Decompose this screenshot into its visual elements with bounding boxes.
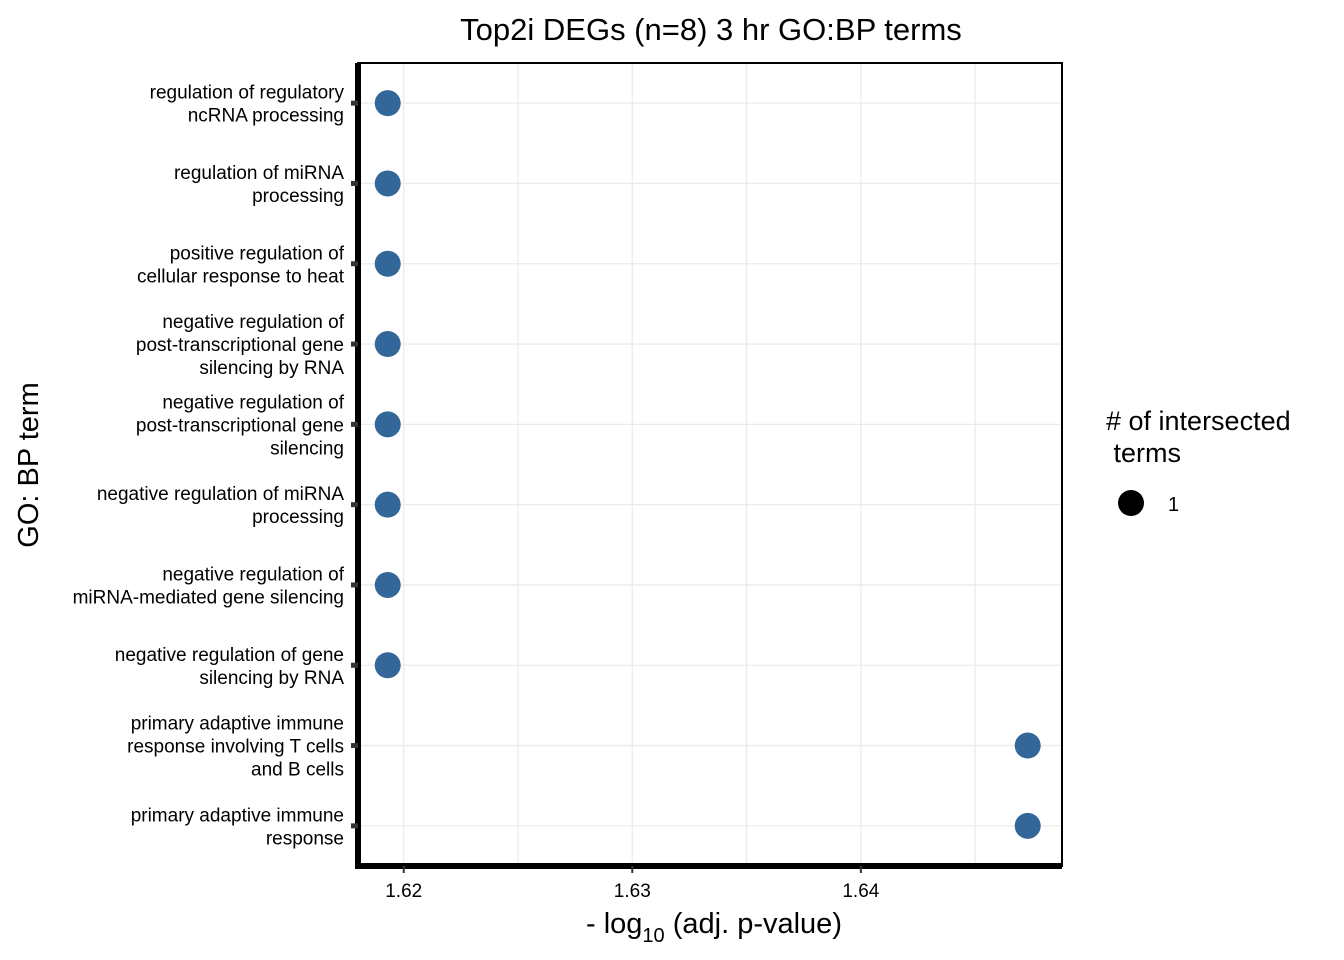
y-tick-label: post-transcriptional gene [136,415,344,436]
y-tick-label: negative regulation of [162,312,344,333]
legend-title: # of intersected terms [1106,406,1298,468]
y-tick-label: processing [252,186,344,207]
y-tick-label: primary adaptive immune [131,805,344,826]
x-tick-label: 1.63 [614,881,651,902]
x-tick-label: 1.64 [842,881,879,902]
grid-lines [358,63,1062,866]
x-axis-title: - log10 (adj. p-value) [586,908,842,947]
data-point [374,571,401,598]
y-tick-label: silencing by RNA [199,668,344,689]
y-tick-label: post-transcriptional gene [136,335,344,356]
legend-title-line: terms [1106,438,1181,468]
data-point [374,250,401,277]
x-axis-title-subscript: 10 [642,925,664,947]
legend-key-label: 1 [1168,494,1179,516]
y-tick-label: negative regulation of [162,564,344,585]
x-tick-label: 1.62 [385,881,422,902]
data-point [374,90,401,117]
y-tick-label: cellular response to heat [137,266,345,287]
legend-title-line: # of intersected [1106,406,1291,436]
legend: # of intersected terms 1 [1106,406,1298,516]
y-axis-title: GO: BP term [13,382,45,547]
y-tick-label: negative regulation of gene [115,645,344,666]
data-point [374,652,401,679]
data-point [1014,812,1041,839]
y-tick-label: ncRNA processing [188,106,344,127]
data-point [374,411,401,438]
y-tick-label: negative regulation of miRNA [97,484,344,505]
y-tick-label: miRNA-mediated gene silencing [73,587,344,608]
y-tick-label: negative regulation of [162,392,344,413]
data-point [1014,732,1041,759]
data-point [374,331,401,358]
y-tick-label: regulation of regulatory [150,83,345,104]
data-points [374,90,1041,839]
y-tick-label: response [266,828,344,849]
chart-title: Top2i DEGs (n=8) 3 hr GO:BP terms [460,12,962,47]
y-tick-label: positive regulation of [170,243,345,264]
data-point [374,170,401,197]
y-tick-label: silencing by RNA [199,358,344,379]
legend-key-point [1118,490,1144,516]
y-tick-label: primary adaptive immune [131,714,344,735]
x-axis-ticks: 1.62 1.63 1.64 [385,866,880,902]
y-tick-label: response involving T cells [127,737,344,758]
y-tick-label: silencing [270,438,344,459]
y-tick-label: processing [252,507,344,528]
y-tick-label: and B cells [251,760,344,781]
data-point [374,491,401,518]
y-tick-label: regulation of miRNA [174,163,344,184]
